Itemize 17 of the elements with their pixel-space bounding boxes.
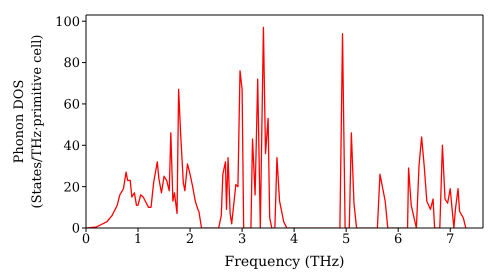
line-series xyxy=(86,26,466,228)
x-tick-label: 3 xyxy=(238,232,246,248)
y-tick-label: 20 xyxy=(63,180,80,196)
y-tick-label: 100 xyxy=(55,14,80,30)
x-tick-label: 0 xyxy=(82,232,90,248)
x-axis-title: Frequency (THz) xyxy=(224,254,345,270)
x-tick-label: 7 xyxy=(446,232,454,248)
x-tick-label: 6 xyxy=(394,232,402,248)
x-tick-label: 4 xyxy=(290,232,298,248)
y-tick-label: 80 xyxy=(63,56,80,72)
x-tick-label: 5 xyxy=(342,232,350,248)
y-tick-label: 0 xyxy=(72,222,80,237)
x-tick-label: 2 xyxy=(186,232,194,248)
x-tick-label: 1 xyxy=(134,232,142,248)
y-tick-label: 40 xyxy=(63,138,80,154)
y-tick-label: 60 xyxy=(63,98,80,113)
y-axis-title: Phonon DOS (States/THz·primitive cell) xyxy=(12,34,45,209)
